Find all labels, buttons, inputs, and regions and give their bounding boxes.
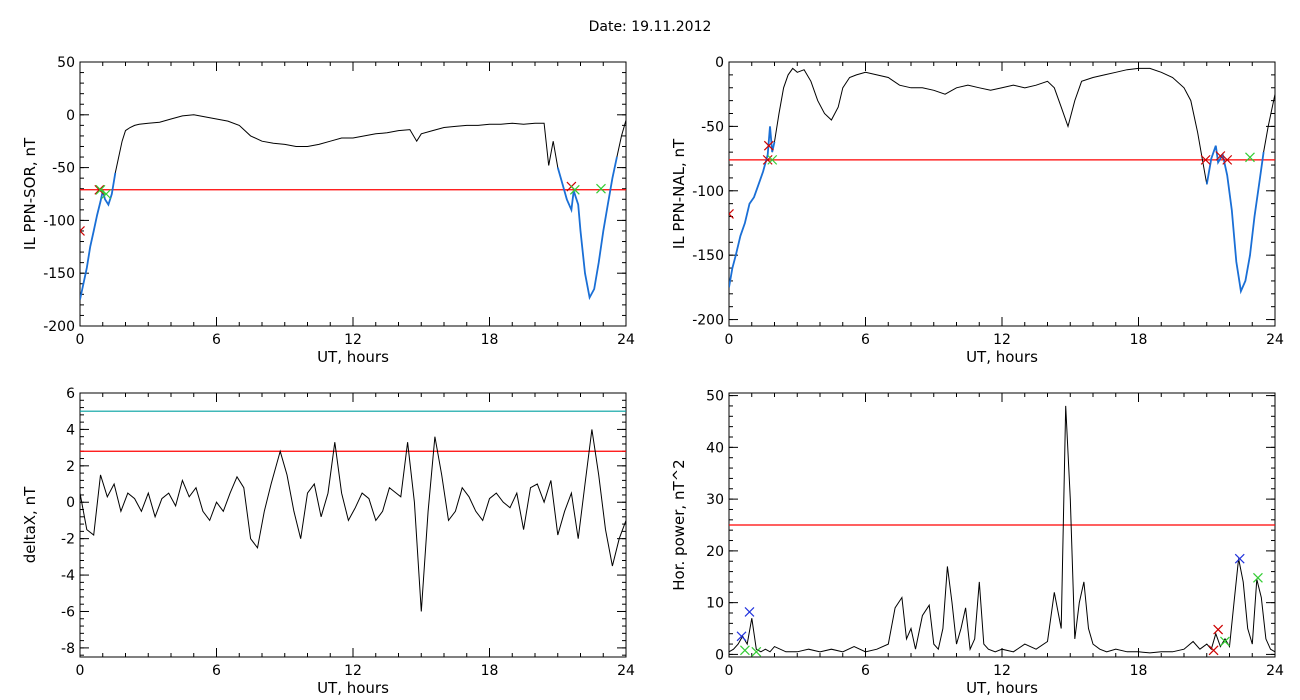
y-axis-title: Hor. power, nT^2 — [670, 459, 688, 590]
y-tick-label: 40 — [706, 440, 724, 456]
plot-frame — [728, 61, 1276, 327]
x-tick-label: 24 — [617, 332, 635, 348]
x-tick-label: 12 — [344, 332, 362, 348]
y-tick-label: 20 — [706, 544, 724, 560]
y-tick-label: 50 — [57, 55, 75, 71]
y-tick-label: -100 — [692, 184, 724, 200]
plot-area — [80, 114, 626, 301]
y-tick-label: 6 — [66, 386, 75, 402]
event-marker — [1253, 572, 1263, 583]
y-tick-label: -8 — [61, 641, 75, 657]
event-marker — [569, 184, 580, 195]
event-marker — [95, 184, 106, 195]
event-marker — [1208, 645, 1219, 656]
event-marker — [763, 140, 774, 151]
y-axis-title: deltaX, nT — [21, 486, 39, 563]
x-tick-label: 18 — [481, 663, 499, 679]
plot-area — [80, 410, 626, 612]
highlighted-segment — [729, 126, 776, 288]
x-tick-label: 0 — [725, 332, 734, 348]
event-marker — [736, 631, 747, 642]
x-tick-label: 6 — [861, 332, 870, 348]
event-marker — [1215, 151, 1226, 161]
y-tick-label: -200 — [692, 313, 724, 329]
x-tick-label: 18 — [1130, 663, 1148, 679]
panel-hor-power: 0 6 12 18 24 0 10 20 30 40 50 UT, hours Hor. power, … — [670, 389, 1284, 697]
event-marker — [762, 154, 773, 165]
event-marker — [751, 646, 762, 657]
y-tick-label: -150 — [43, 266, 75, 282]
x-tick-label: 0 — [725, 663, 734, 679]
y-tick-label: -2 — [61, 532, 75, 548]
event-marker — [1200, 154, 1211, 165]
x-tick-label: 6 — [212, 332, 221, 348]
y-tick-label: -6 — [61, 604, 75, 620]
x-tick-label: 24 — [1266, 332, 1284, 348]
y-tick-label: 0 — [66, 495, 75, 511]
x-tick-label: 6 — [861, 663, 870, 679]
highlighted-segment — [1205, 145, 1265, 295]
y-tick-label: 10 — [706, 596, 724, 612]
series-line — [729, 405, 1275, 654]
event-marker — [1245, 152, 1255, 163]
event-marker — [740, 645, 750, 656]
y-tick-label: -50 — [52, 161, 75, 177]
y-tick-label: 2 — [66, 459, 75, 475]
x-tick-label: 12 — [993, 332, 1011, 348]
highlighted-segment — [556, 156, 618, 301]
x-tick-label: 18 — [481, 332, 499, 348]
panel-il-ppn-sor: 0 6 12 18 24 -200 -150 -100 -50 0 50 UT, hours IL PP… — [21, 55, 635, 366]
event-marker — [1213, 624, 1224, 635]
y-tick-label: -50 — [701, 119, 724, 135]
y-tick-label: -200 — [43, 319, 75, 335]
event-marker — [596, 183, 606, 194]
x-axis-title: UT, hours — [966, 348, 1038, 366]
event-marker — [1234, 553, 1245, 564]
highlighted-segment — [80, 172, 117, 300]
x-tick-label: 0 — [76, 332, 85, 348]
panel-il-ppn-nal: 0 6 12 18 24 -200 -150 -100 -50 0 UT, hours IL PPN-… — [670, 55, 1284, 366]
x-tick-label: 0 — [76, 663, 85, 679]
y-tick-label: -100 — [43, 213, 75, 229]
x-tick-label: 12 — [344, 663, 362, 679]
series-line — [80, 114, 626, 300]
x-tick-label: 6 — [212, 663, 221, 679]
x-tick-label: 12 — [993, 663, 1011, 679]
series-line — [729, 67, 1275, 293]
plot-area — [729, 67, 1275, 295]
event-marker — [767, 154, 778, 165]
plot-frame — [79, 61, 627, 327]
event-marker — [94, 184, 105, 195]
y-tick-label: 50 — [706, 389, 724, 405]
event-marker — [101, 189, 112, 199]
event-marker — [744, 607, 755, 617]
y-axis-title: IL PPN-NAL, nT — [670, 138, 688, 249]
x-tick-label: 24 — [1266, 663, 1284, 679]
y-tick-label: 30 — [706, 492, 724, 508]
x-axis-title: UT, hours — [317, 679, 389, 697]
event-marker — [1220, 636, 1230, 647]
x-tick-label: 24 — [617, 663, 635, 679]
y-tick-label: 4 — [66, 422, 75, 438]
page-title: Date: 19.11.2012 — [588, 19, 712, 35]
series-line — [80, 429, 626, 612]
y-tick-label: -150 — [692, 248, 724, 264]
y-tick-label: -4 — [61, 568, 75, 584]
y-tick-label: 0 — [715, 55, 724, 71]
event-marker — [80, 226, 85, 236]
event-marker — [1222, 154, 1233, 165]
y-axis-title: IL PPN-SOR, nT — [21, 137, 39, 250]
x-axis-title: UT, hours — [966, 679, 1038, 697]
event-marker — [729, 209, 734, 219]
plot-area — [729, 405, 1275, 657]
x-tick-label: 18 — [1130, 332, 1148, 348]
y-tick-label: 0 — [66, 108, 75, 124]
x-axis-title: UT, hours — [317, 348, 389, 366]
y-tick-label: 0 — [715, 647, 724, 663]
plot-frame — [79, 392, 627, 658]
